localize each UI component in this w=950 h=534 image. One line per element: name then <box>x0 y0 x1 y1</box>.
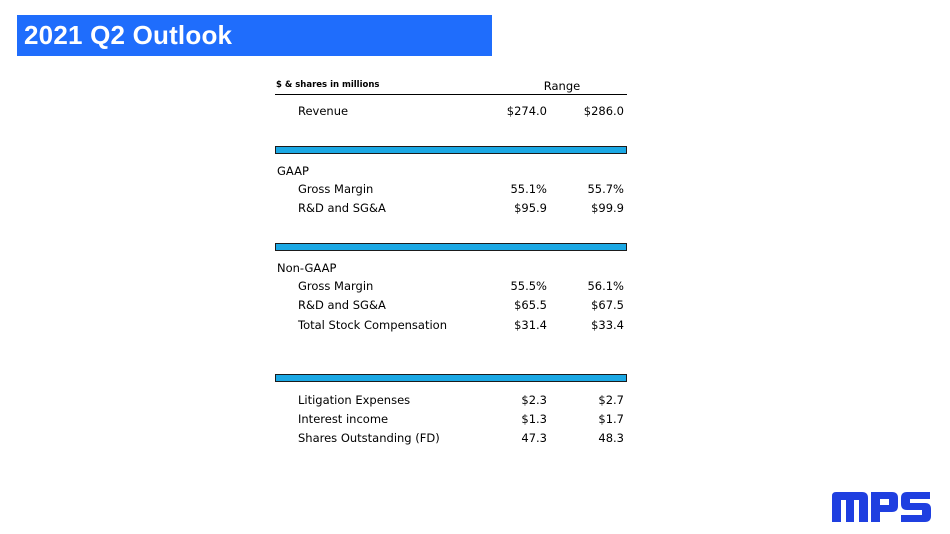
row-label: Total Stock Compensation <box>298 318 447 332</box>
row-label: Litigation Expenses <box>298 393 411 407</box>
table-row-revenue: Revenue $274.0 $286.0 <box>275 104 627 120</box>
row-low-value: $95.9 <box>514 201 547 215</box>
table-row-gaap-gross-margin: Gross Margin 55.1% 55.7% <box>275 182 627 198</box>
range-header: Range <box>543 79 581 93</box>
header-rule <box>275 94 627 95</box>
row-low-value: 55.1% <box>510 182 547 196</box>
row-high-value: 56.1% <box>587 279 624 293</box>
row-low-value: $65.5 <box>514 298 547 312</box>
section-divider-band <box>275 146 627 154</box>
row-label: Revenue <box>298 104 349 118</box>
table-row-gaap-rd-sga: R&D and SG&A $95.9 $99.9 <box>275 201 627 217</box>
section-divider-band <box>275 243 627 251</box>
table-row-non-gaap-rd-sga: R&D and SG&A $65.5 $67.5 <box>275 298 627 314</box>
table-row-litigation: Litigation Expenses $2.3 $2.7 <box>275 393 627 409</box>
row-label: Interest income <box>298 412 389 426</box>
row-high-value: $99.9 <box>591 201 624 215</box>
row-low-value: 47.3 <box>521 431 547 445</box>
row-label: Gross Margin <box>298 279 374 293</box>
row-low-value: 55.5% <box>510 279 547 293</box>
row-high-value: $1.7 <box>598 412 624 426</box>
mps-logo <box>832 492 931 522</box>
table-row-shares-outstanding: Shares Outstanding (FD) 47.3 48.3 <box>275 431 627 447</box>
row-low-value: $274.0 <box>506 104 547 118</box>
row-low-value: $1.3 <box>521 412 547 426</box>
row-low-value: $31.4 <box>514 318 547 332</box>
row-high-value: 48.3 <box>598 431 624 445</box>
row-high-value: $2.7 <box>598 393 624 407</box>
row-high-value: $33.4 <box>591 318 624 332</box>
table-row-non-gaap-stock-comp: Total Stock Compensation $31.4 $33.4 <box>275 318 627 334</box>
row-label: Shares Outstanding (FD) <box>298 431 440 445</box>
row-high-value: $286.0 <box>583 104 624 118</box>
section-divider-band <box>275 374 627 382</box>
row-label: R&D and SG&A <box>298 201 386 215</box>
section-label-gaap: GAAP <box>277 164 309 178</box>
row-high-value: 55.7% <box>587 182 624 196</box>
table-row-interest-income: Interest income $1.3 $1.7 <box>275 412 627 428</box>
row-low-value: $2.3 <box>521 393 547 407</box>
slide-title: 2021 Q2 Outlook <box>24 20 233 50</box>
row-label: R&D and SG&A <box>298 298 386 312</box>
units-label: $ & shares in millions <box>276 80 380 90</box>
row-label: Gross Margin <box>298 182 374 196</box>
section-label-non-gaap: Non-GAAP <box>277 261 337 275</box>
outlook-table: $ & shares in millions Range Revenue $27… <box>275 0 627 534</box>
title-bar: 2021 Q2 Outlook <box>17 15 492 56</box>
table-row-non-gaap-gross-margin: Gross Margin 55.5% 56.1% <box>275 279 627 295</box>
row-high-value: $67.5 <box>591 298 624 312</box>
